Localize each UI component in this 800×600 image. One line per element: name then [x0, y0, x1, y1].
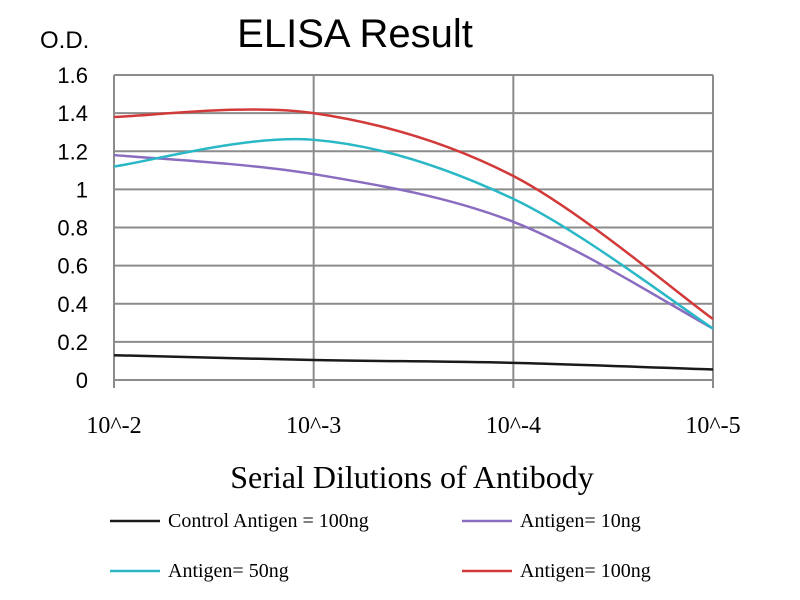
series-line-1 [113, 153, 714, 330]
legend-label: Antigen= 100ng [520, 560, 651, 582]
y-axis-label: O.D. [40, 27, 89, 54]
y-tick-label: 0.2 [57, 330, 88, 355]
legend-label: Control Antigen = 100ng [168, 510, 369, 532]
y-tick-label: 1.6 [57, 63, 88, 88]
y-tick-label: 1 [76, 177, 88, 202]
y-tick-label: 1.4 [57, 101, 88, 126]
x-tick-label: 10^-4 [486, 413, 541, 439]
legend-label: Antigen= 10ng [520, 510, 641, 532]
chart-title: ELISA Result [237, 12, 473, 56]
x-tick-label: 10^-5 [685, 413, 740, 439]
series-lines [113, 108, 714, 371]
y-tick-label: 1.2 [57, 139, 88, 164]
y-tick-labels: 0 0.2 0.4 0.6 0.8 1 1.2 1.4 1.6 [57, 63, 88, 393]
legend-label: Antigen= 50ng [168, 560, 289, 582]
legend: Control Antigen = 100ng Antigen= 10ng Anti… [110, 510, 651, 582]
x-tick-labels: 10^-2 10^-3 10^-4 10^-5 [86, 413, 740, 439]
series-line-3 [113, 108, 714, 321]
series-line-2 [113, 137, 714, 330]
y-tick-label: 0.8 [57, 216, 88, 241]
x-axis-label: Serial Dilutions of Antibody [230, 459, 594, 495]
y-tick-label: 0.4 [57, 292, 88, 317]
y-tick-label: 0.6 [57, 254, 88, 279]
x-tick-label: 10^-2 [86, 413, 141, 439]
x-tick-label: 10^-3 [286, 413, 341, 439]
series-line-0 [113, 353, 714, 371]
y-tick-label: 0 [76, 368, 88, 393]
plot-grid [113, 74, 714, 388]
